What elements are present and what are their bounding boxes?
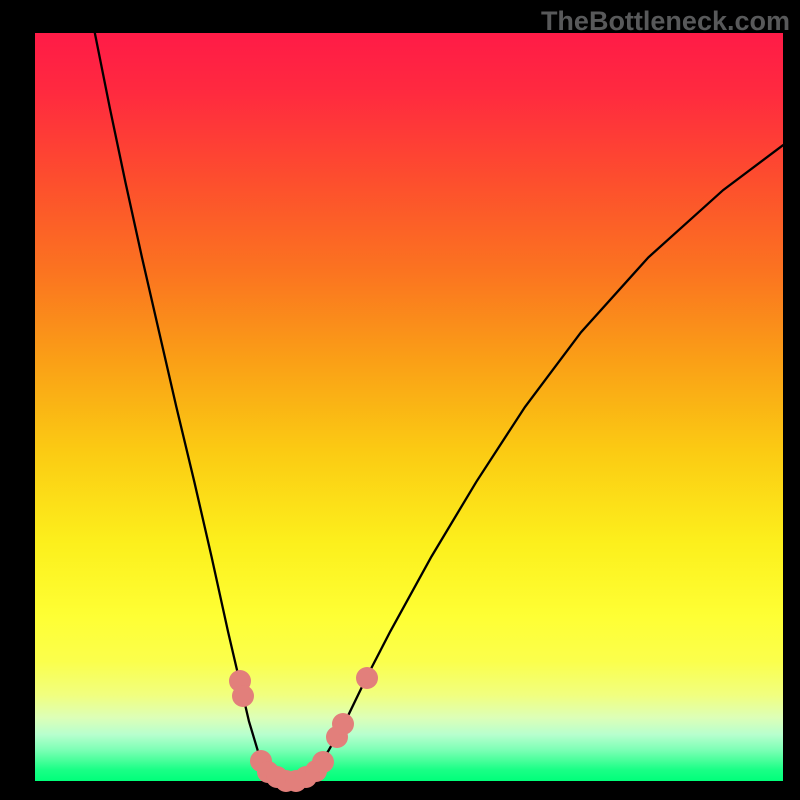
bottleneck-curve: [35, 33, 783, 781]
curve-left-branch: [95, 33, 289, 781]
plot-area: [35, 33, 783, 781]
data-marker: [356, 667, 378, 689]
data-marker: [312, 751, 334, 773]
data-marker: [232, 685, 254, 707]
data-marker: [332, 713, 354, 735]
watermark-text: TheBottleneck.com: [541, 6, 790, 37]
